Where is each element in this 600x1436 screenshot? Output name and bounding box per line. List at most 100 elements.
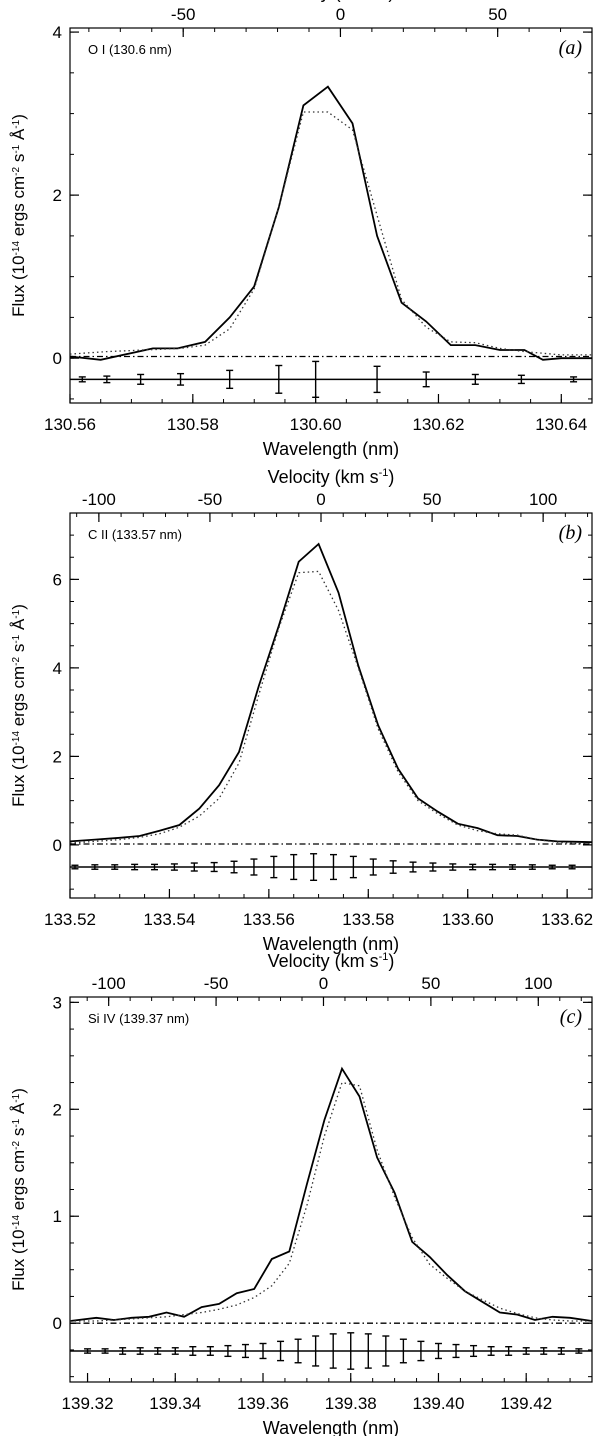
series-fit-b — [70, 570, 592, 845]
top-axis-label-a: Velocity (km s-1) — [268, 0, 395, 2]
error-bar-c-1 — [101, 1348, 109, 1354]
x-tick-label-a-4: 130.64 — [535, 415, 587, 434]
x-tick-label-b-1: 133.54 — [143, 910, 195, 929]
error-bar-c-24 — [505, 1346, 513, 1356]
error-bar-b-11 — [290, 853, 298, 881]
y-axis-label-a: Flux (10-14 ergs cm-2 s-1 Å-1) — [9, 114, 28, 317]
y-tick-label-b-2: 4 — [53, 659, 62, 678]
error-bar-c-13 — [312, 1335, 320, 1367]
error-bar-b-19 — [449, 863, 457, 871]
error-bar-b-24 — [548, 864, 556, 870]
panel-b-frame — [69, 512, 593, 899]
error-bar-c-2 — [119, 1347, 127, 1355]
top-axis-label-b: Velocity (km s-1) — [268, 467, 395, 487]
series-observed-a — [70, 85, 592, 361]
error-bar-b-23 — [528, 864, 536, 870]
x-tick-label-b-3: 133.58 — [342, 910, 394, 929]
top-tick-label-c-4: 100 — [524, 974, 552, 993]
error-bar-c-19 — [417, 1340, 425, 1362]
error-bar-b-14 — [349, 855, 357, 879]
panel-c-frame — [69, 996, 593, 1383]
x-axis-label-a: Wavelength (nm) — [263, 439, 399, 459]
top-tick-label-b-3: 50 — [423, 490, 442, 509]
error-bar-a-3 — [177, 372, 185, 386]
error-bar-b-6 — [190, 862, 198, 872]
y-tick-label-a-2: 4 — [53, 23, 62, 42]
error-bar-c-0 — [84, 1348, 92, 1354]
error-bar-b-3 — [131, 863, 139, 871]
y-tick-label-a-1: 2 — [53, 186, 62, 205]
error-bar-a-5 — [275, 364, 283, 394]
top-tick-label-a-1: 0 — [336, 5, 345, 24]
error-bar-c-8 — [224, 1344, 232, 1358]
error-bar-c-14 — [329, 1333, 337, 1369]
error-bar-c-5 — [171, 1347, 179, 1355]
line-annotation-c: Si IV (139.37 nm) — [88, 1011, 189, 1026]
error-bar-a-11 — [570, 376, 578, 383]
x-tick-label-a-0: 130.56 — [44, 415, 96, 434]
line-annotation-b: C II (133.57 nm) — [88, 527, 182, 542]
y-tick-label-c-3: 3 — [53, 993, 62, 1012]
series-group-b — [70, 542, 592, 845]
top-tick-label-c-2: 0 — [319, 974, 328, 993]
error-bar-b-12 — [310, 853, 318, 881]
error-bar-c-10 — [259, 1342, 267, 1360]
error-bar-c-25 — [522, 1347, 530, 1355]
x-tick-label-c-5: 139.42 — [500, 1394, 552, 1413]
error-bar-a-2 — [137, 373, 145, 385]
y-tick-label-c-1: 1 — [53, 1207, 62, 1226]
error-bar-c-27 — [557, 1347, 565, 1355]
top-tick-label-a-0: -50 — [171, 5, 196, 24]
error-bar-b-18 — [429, 862, 437, 872]
error-bar-c-11 — [277, 1340, 285, 1362]
top-axis-label-c: Velocity (km s-1) — [268, 951, 395, 971]
error-bar-b-8 — [230, 860, 238, 874]
x-tick-label-c-4: 139.40 — [412, 1394, 464, 1413]
error-bar-c-28 — [575, 1348, 583, 1354]
y-tick-label-b-0: 0 — [53, 836, 62, 855]
x-tick-label-b-5: 133.62 — [541, 910, 593, 929]
error-bar-b-2 — [111, 864, 119, 870]
error-bar-b-25 — [568, 864, 576, 870]
error-bar-c-6 — [189, 1346, 197, 1356]
error-bar-b-9 — [250, 858, 258, 876]
top-tick-label-b-2: 0 — [316, 490, 325, 509]
panel-c: 139.32 139.34 139.36 139.38 139.40 139.42 -100… — [9, 951, 593, 1436]
x-tick-label-c-3: 139.38 — [325, 1394, 377, 1413]
x-tick-label-a-2: 130.60 — [290, 415, 342, 434]
error-bar-c-4 — [154, 1347, 162, 1355]
top-tick-label-c-1: -50 — [204, 974, 229, 993]
x-tick-label-b-4: 133.60 — [442, 910, 494, 929]
error-bar-a-6 — [312, 360, 320, 398]
error-bar-a-4 — [226, 369, 234, 390]
error-bar-b-17 — [409, 861, 417, 873]
series-group-c — [70, 1066, 592, 1324]
error-bar-c-15 — [347, 1332, 355, 1370]
error-bar-c-7 — [206, 1346, 214, 1356]
error-bar-b-4 — [151, 863, 159, 871]
error-bar-b-21 — [489, 863, 497, 871]
error-bar-a-10 — [517, 374, 525, 385]
y-tick-label-b-3: 6 — [53, 570, 62, 589]
top-tick-label-a-2: 50 — [488, 5, 507, 24]
line-annotation-a: O I (130.6 nm) — [88, 42, 172, 57]
panel-a-frame — [69, 27, 593, 404]
error-bar-c-23 — [487, 1346, 495, 1356]
error-bar-c-9 — [241, 1343, 249, 1359]
error-bar-b-16 — [389, 860, 397, 874]
error-bar-b-1 — [91, 864, 99, 870]
error-bar-a-8 — [422, 371, 430, 388]
error-bar-c-21 — [452, 1343, 460, 1359]
panel-a: 130.56 130.58 130.60 130.62 130.64 -50 0 50 0 2 4 W… — [9, 0, 593, 459]
error-bar-b-22 — [508, 864, 516, 870]
panel-tag-b: (b) — [559, 522, 583, 544]
error-bar-a-1 — [103, 375, 111, 384]
error-bar-b-0 — [71, 864, 79, 870]
panel-tag-c: (c) — [560, 1006, 583, 1028]
top-tick-label-b-4: 100 — [529, 490, 557, 509]
error-bar-b-15 — [369, 858, 377, 876]
error-bar-a-0 — [78, 376, 86, 383]
series-observed-b — [70, 542, 592, 844]
x-tick-label-c-1: 139.34 — [149, 1394, 201, 1413]
y-tick-label-c-2: 2 — [53, 1100, 62, 1119]
